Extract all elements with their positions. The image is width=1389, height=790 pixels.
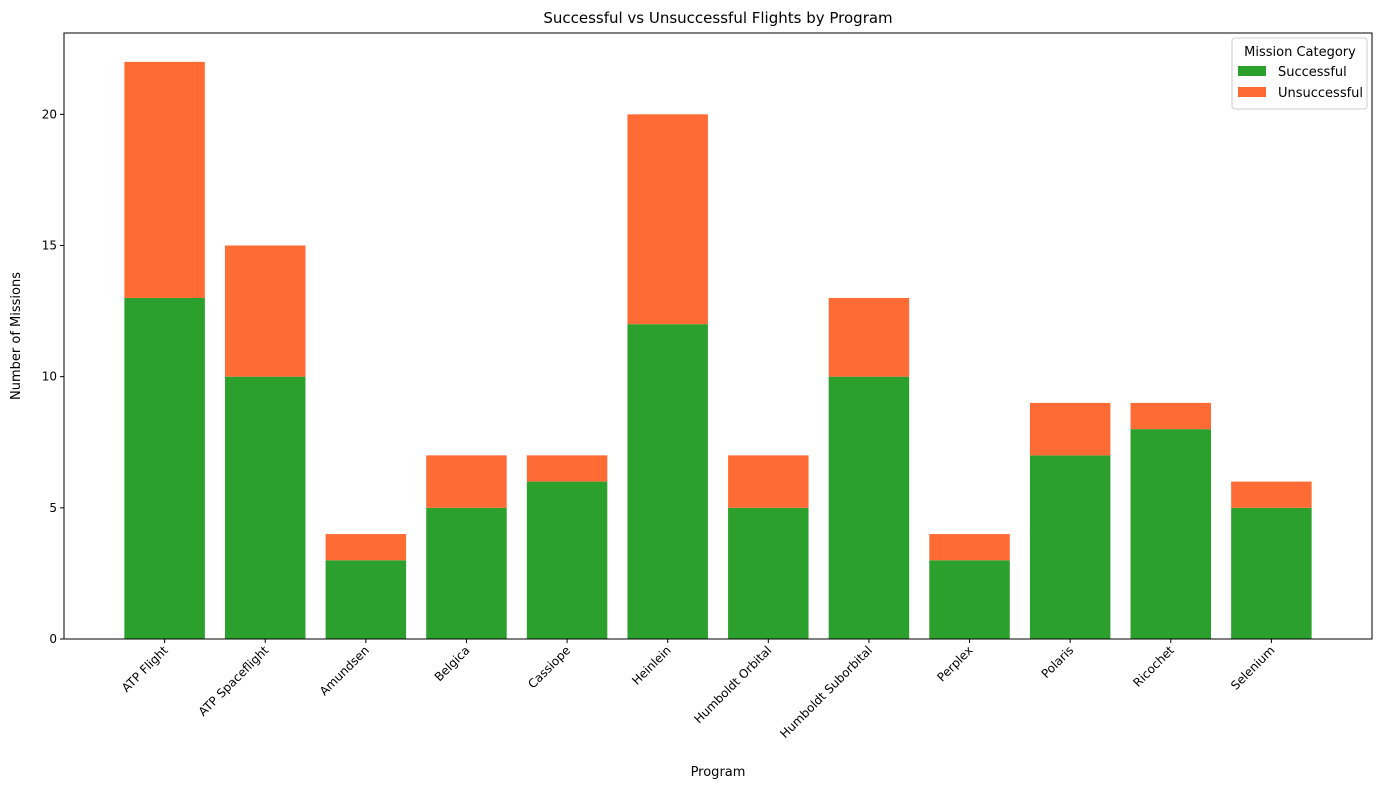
bar-unsuccessful-7 [828,297,910,377]
legend-swatch-successful [1238,66,1266,76]
y-tick-label-2: 10 [42,370,57,384]
bar-unsuccessful-9 [1029,402,1111,456]
legend-label-successful: Successful [1278,65,1347,80]
bar-successful-3 [426,507,507,639]
chart-title: Successful vs Unsuccessful Flights by Pr… [543,9,892,27]
legend-title: Mission Category [1244,45,1356,60]
legend-label-unsuccessful: Unsuccessful [1278,86,1363,101]
bar-successful-11 [1231,507,1312,639]
bar-unsuccessful-2 [325,534,407,561]
bar-unsuccessful-3 [426,455,507,508]
bar-unsuccessful-11 [1231,481,1312,508]
y-tick-label-0: 0 [49,632,57,646]
legend-swatch-unsuccessful [1238,87,1266,97]
bars [124,61,1312,639]
y-tick-label-3: 15 [42,238,57,252]
bar-successful-0 [124,297,205,639]
bar-unsuccessful-4 [526,455,608,482]
bar-unsuccessful-10 [1130,402,1212,430]
bar-successful-10 [1130,429,1212,639]
bar-successful-4 [526,481,608,639]
bar-successful-5 [627,324,708,639]
bar-unsuccessful-1 [224,245,306,377]
x-axis-label: Program [691,765,746,780]
y-axis-label: Number of Missions [9,272,24,400]
y-tick-label-1: 5 [49,501,57,515]
plot-area [63,32,1373,640]
bar-successful-7 [828,376,910,639]
bar-unsuccessful-0 [124,61,205,298]
bar-unsuccessful-8 [929,534,1010,561]
bar-successful-1 [224,376,306,639]
bar-unsuccessful-6 [728,455,809,508]
bar-successful-2 [325,560,407,639]
y-tick-label-4: 20 [42,107,57,121]
bar-successful-6 [728,507,809,639]
bar-successful-9 [1029,455,1111,639]
legend: Mission Category Successful Unsuccessful [1231,37,1368,110]
bar-unsuccessful-5 [627,114,708,325]
plot-frame [63,32,1373,640]
y-axis: 0 5 10 15 20 [42,107,64,646]
bar-successful-8 [929,560,1010,639]
